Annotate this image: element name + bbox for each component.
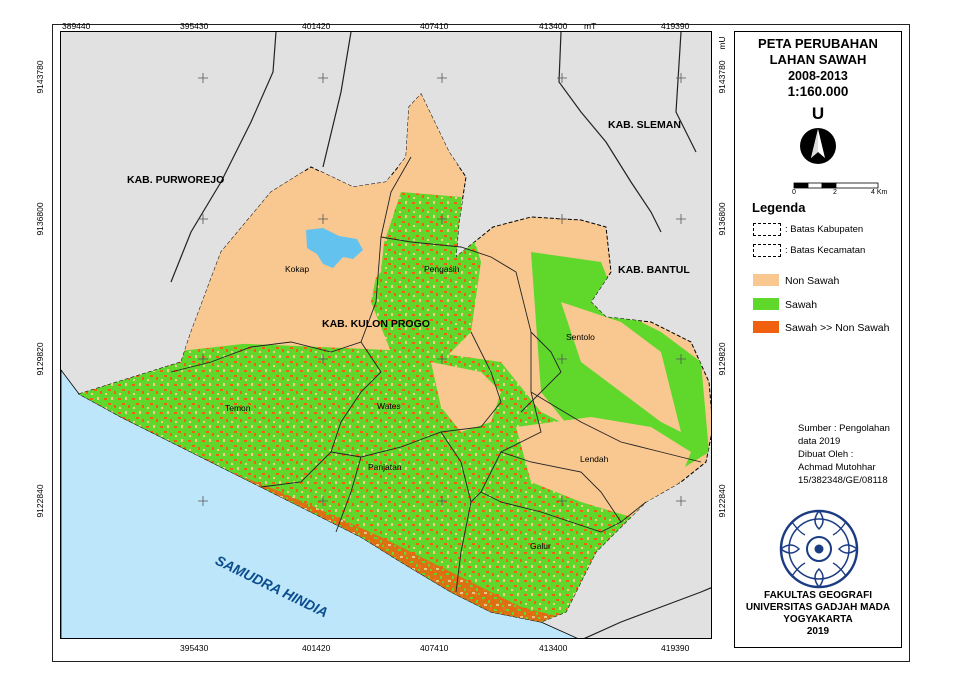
district-boundaries — [170, 156, 702, 593]
coord-top-6: 419390 — [661, 21, 690, 31]
coord-left-1: 9143780 — [35, 60, 45, 94]
coord-unit-north: mU — [717, 36, 727, 50]
label-kab-bantul: KAB. BANTUL — [618, 264, 690, 276]
map-years: 2008-2013 — [788, 69, 848, 83]
label-kec-galur: Galur — [530, 541, 551, 551]
map-frame — [60, 31, 712, 639]
coord-right-1: 9143780 — [717, 60, 727, 94]
source-line-1: Sumber : Pengolahan — [798, 423, 890, 434]
coord-bottom-1: 395430 — [180, 643, 209, 653]
label-kab-purworejo: KAB. PURWOREJO — [127, 174, 225, 186]
coord-top-5: 413400 — [539, 21, 568, 31]
coord-left-3: 9129820 — [35, 342, 45, 376]
coord-top-3: 401420 — [302, 21, 331, 31]
grid-crosses — [198, 73, 686, 506]
source-line-5: 15/382348/GE/08118 — [798, 475, 888, 486]
legend-swatch-batas-kecamatan — [753, 244, 781, 257]
coord-unit-east: mT — [584, 21, 597, 31]
legend-swatch-batas-kabupaten — [753, 223, 781, 236]
coord-bottom-4: 413400 — [539, 643, 568, 653]
north-arrow-icon — [800, 128, 836, 164]
coord-right-4: 9122840 — [717, 484, 727, 518]
coord-right-2: 9136800 — [717, 202, 727, 236]
map-scale: 1:160.000 — [787, 84, 849, 99]
label-kec-kokap: Kokap — [285, 264, 310, 274]
coord-bottom-2: 401420 — [302, 643, 331, 653]
label-kec-pengasih: Pengasih — [424, 264, 460, 274]
coord-top-1: 389440 — [62, 21, 91, 31]
coord-top-2: 395430 — [180, 21, 209, 31]
coord-left-2: 9136800 — [35, 202, 45, 236]
legend-swatch-sawah-to-non-sawah — [753, 321, 779, 333]
legend-label-batas-kabupaten: : Batas Kabupaten — [785, 224, 864, 235]
source-line-2: data 2019 — [798, 436, 841, 447]
institution-line-2: UNIVERSITAS GADJAH MADA — [745, 602, 891, 613]
legend-label-sawah-to-non-sawah: Sawah >> Non Sawah — [785, 322, 890, 334]
label-kec-lendah: Lendah — [580, 454, 609, 464]
legend-title: Legenda — [752, 200, 806, 215]
coord-bottom-5: 419390 — [661, 643, 690, 653]
legend-swatch-sawah — [753, 298, 779, 310]
north-arrow-letter: U — [811, 104, 825, 123]
label-kec-temon: Temon — [225, 403, 251, 413]
coord-top-4: 407410 — [420, 21, 449, 31]
coord-left-4: 9122840 — [35, 484, 45, 518]
map-title-line2: LAHAN SAWAH — [769, 52, 867, 67]
scale-tick-0: 0 — [792, 189, 796, 196]
label-kec-panjatan: Panjatan — [368, 462, 402, 472]
legend-label-sawah: Sawah — [785, 299, 818, 311]
map-canvas — [61, 32, 711, 638]
institution-line-1: FAKULTAS GEOGRAFI — [764, 590, 872, 601]
coord-right-3: 9129820 — [717, 342, 727, 376]
ugm-logo — [779, 509, 859, 589]
map-sheet — [52, 24, 910, 662]
reservoir — [306, 228, 363, 268]
institution-line-4: 2019 — [806, 626, 830, 637]
label-kab-kulon-progo: KAB. KULON PROGO — [322, 318, 430, 330]
label-kab-sleman: KAB. SLEMAN — [608, 119, 681, 131]
coord-bottom-3: 407410 — [420, 643, 449, 653]
scalebar — [793, 182, 879, 189]
scale-tick-4: 4 Km — [871, 189, 888, 196]
legend-label-batas-kecamatan: : Batas Kecamatan — [785, 245, 866, 256]
map-title-line1: PETA PERUBAHAN — [758, 36, 878, 51]
institution-line-3: YOGYAKARTA — [783, 614, 853, 625]
source-line-4: Achmad Mutohhar — [798, 462, 876, 473]
label-kec-wates: Wates — [377, 401, 401, 411]
label-kec-sentolo: Sentolo — [566, 332, 595, 342]
legend-panel: PETA PERUBAHAN LAHAN SAWAH 2008-2013 1:1… — [734, 31, 902, 648]
source-line-3: Dibuat Oleh : — [798, 449, 854, 460]
regency-boundaries — [170, 32, 711, 638]
legend-swatch-non-sawah — [753, 274, 779, 286]
land-cover — [79, 94, 709, 622]
legend-label-non-sawah: Non Sawah — [785, 275, 840, 287]
scale-tick-2: 2 — [833, 189, 837, 196]
